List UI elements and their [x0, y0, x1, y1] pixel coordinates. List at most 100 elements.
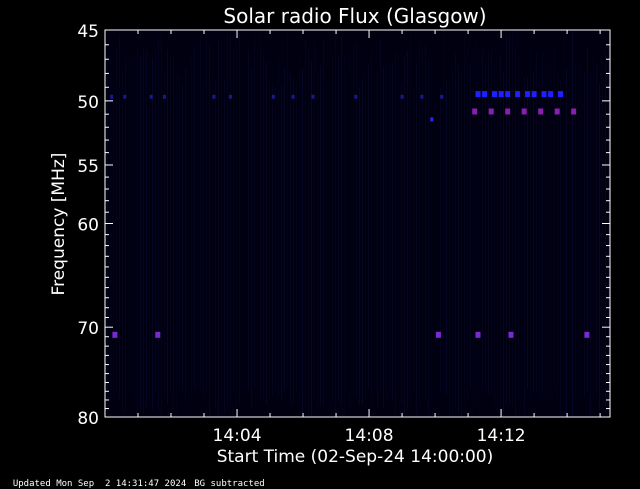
streak [260, 31, 261, 399]
x-tick-label: 14:12 [477, 426, 526, 446]
streak [275, 88, 276, 391]
streak [428, 59, 429, 415]
streak [344, 53, 345, 417]
streak [431, 59, 432, 404]
streak [527, 77, 528, 390]
streak [335, 31, 336, 416]
streak [548, 61, 549, 410]
streak [311, 60, 312, 416]
streak [464, 37, 465, 408]
streak [176, 74, 177, 414]
emission-mark [291, 94, 295, 99]
emission-mark [123, 94, 127, 99]
streak [482, 48, 483, 393]
emission-mark [521, 108, 527, 115]
streak [446, 80, 447, 395]
y-tick-label: 60 [77, 216, 99, 236]
streak [149, 85, 150, 410]
streak [455, 52, 456, 409]
streak [128, 86, 129, 388]
emission-mark [571, 108, 577, 115]
x-tick-label: 14:08 [345, 426, 394, 446]
streak [386, 63, 387, 400]
streak [359, 86, 360, 406]
streak [254, 34, 255, 391]
streak [242, 58, 243, 405]
streak [263, 52, 264, 401]
streak [500, 55, 501, 411]
streak [257, 34, 258, 412]
emission-mark [554, 108, 560, 115]
streak [287, 34, 288, 388]
emission-marks [110, 91, 590, 338]
streak [203, 82, 204, 400]
streak [452, 66, 453, 416]
streak [131, 56, 132, 389]
emission-mark [440, 94, 444, 99]
streak [215, 82, 216, 411]
streak [200, 35, 201, 388]
y-axis-label: Frequency [MHz] [49, 153, 69, 296]
emission-mark [505, 91, 511, 98]
streak [191, 53, 192, 397]
emission-mark [482, 91, 488, 98]
streak [440, 87, 441, 391]
streak [437, 48, 438, 405]
streak [194, 46, 195, 389]
emission-mark [435, 331, 441, 338]
streak [605, 50, 606, 406]
streak [593, 49, 594, 402]
emission-mark [498, 91, 504, 98]
streak [590, 72, 591, 417]
streak [362, 78, 363, 405]
emission-mark [508, 331, 514, 338]
streak [581, 59, 582, 417]
streak [119, 34, 120, 403]
streak [365, 42, 366, 413]
streak [332, 54, 333, 402]
streak [575, 63, 576, 399]
streak [488, 51, 489, 395]
streak [569, 40, 570, 409]
emission-mark [420, 94, 424, 99]
streak [233, 47, 234, 394]
emission-mark [475, 91, 481, 98]
emission-mark [212, 94, 216, 99]
streak [161, 35, 162, 416]
emission-mark [505, 108, 511, 115]
streak [506, 36, 507, 404]
streak [521, 77, 522, 405]
streak [146, 51, 147, 407]
streak [377, 72, 378, 409]
emission-mark [488, 108, 494, 115]
streak [281, 84, 282, 401]
y-tick-label: 45 [77, 22, 99, 42]
streak [209, 45, 210, 417]
emission-mark [475, 331, 481, 338]
streak [317, 74, 318, 408]
streak [158, 38, 159, 411]
streak [272, 84, 273, 397]
streak [374, 85, 375, 399]
y-tick-label: 80 [77, 409, 99, 429]
streak [293, 76, 294, 402]
streak [497, 81, 498, 414]
streak [467, 45, 468, 403]
x-axis: 14:04 14:08 14:12 [104, 30, 601, 446]
streak [167, 49, 168, 404]
streak [206, 37, 207, 394]
streak [152, 58, 153, 410]
streak [248, 50, 249, 390]
x-tick-label: 14:04 [213, 426, 262, 446]
streak [116, 47, 117, 394]
streak [212, 72, 213, 397]
emission-mark [584, 331, 590, 338]
streak [416, 62, 417, 416]
streak [542, 50, 543, 399]
streak [485, 60, 486, 391]
streak [320, 65, 321, 406]
streak [323, 40, 324, 407]
streak [305, 40, 306, 411]
streak [308, 48, 309, 417]
